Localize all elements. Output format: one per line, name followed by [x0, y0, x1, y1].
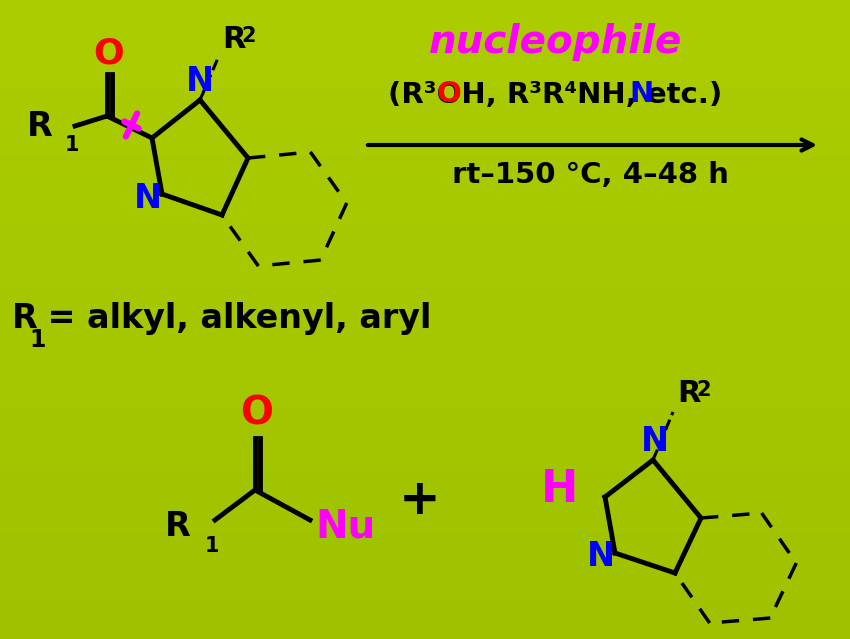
Text: rt–150 °C, 4–48 h: rt–150 °C, 4–48 h [451, 161, 728, 189]
Text: N: N [186, 65, 214, 98]
Text: 1: 1 [205, 536, 219, 556]
Text: N: N [630, 80, 654, 108]
Text: = alkyl, alkenyl, aryl: = alkyl, alkenyl, aryl [36, 302, 431, 334]
Text: R: R [677, 379, 700, 408]
Text: R: R [27, 109, 53, 142]
Text: 1: 1 [65, 135, 80, 155]
Text: O: O [94, 36, 124, 70]
Text: Nu: Nu [315, 507, 375, 545]
Text: R: R [12, 302, 37, 334]
Text: +: + [400, 476, 441, 524]
Text: 2: 2 [241, 26, 256, 46]
Text: 1: 1 [29, 328, 45, 352]
Text: (R³OH, R³R⁴NH, etc.): (R³OH, R³R⁴NH, etc.) [388, 81, 722, 109]
Text: N: N [587, 541, 615, 573]
Text: N: N [134, 181, 162, 215]
Text: R: R [222, 25, 246, 54]
Text: H: H [541, 468, 579, 511]
Text: nucleophile: nucleophile [428, 23, 682, 61]
Text: O: O [241, 394, 274, 432]
Text: O: O [437, 80, 462, 108]
Text: N: N [641, 425, 669, 458]
Text: 2: 2 [696, 380, 711, 400]
Text: R: R [165, 509, 191, 543]
